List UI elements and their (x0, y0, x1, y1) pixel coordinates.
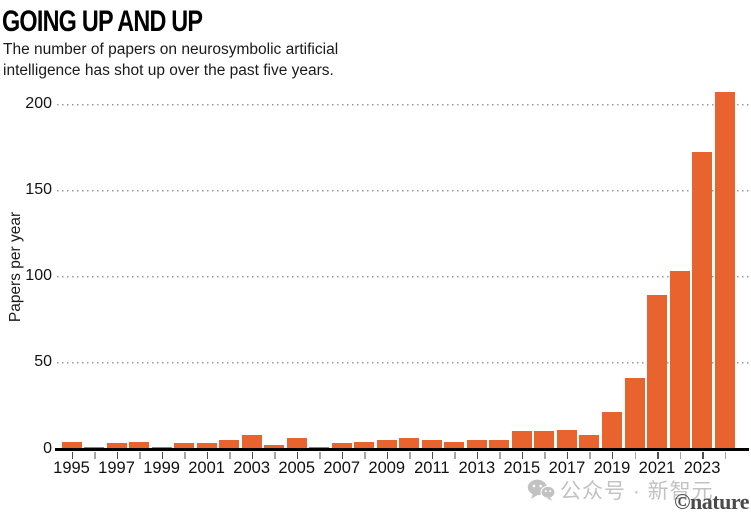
x-tick-mark-2006 (319, 451, 321, 459)
watermark-text: 公众号 · 新智元 (560, 480, 714, 503)
bar-2022 (669, 271, 690, 449)
x-tick-label-2001: 2001 (188, 459, 225, 477)
bar-1995 (61, 441, 82, 449)
x-tick-label-2009: 2009 (368, 459, 406, 477)
bar-2011 (421, 439, 442, 449)
bar-2019 (601, 412, 622, 449)
bar-1999 (151, 446, 172, 449)
bar-2006 (309, 446, 330, 449)
bar-2001 (196, 443, 217, 449)
x-tick-label-2021: 2021 (638, 459, 676, 477)
x-tick-mark-1997 (116, 451, 119, 459)
x-tick-mark-2003 (251, 451, 254, 459)
chart-title: GOING UP AND UP (2, 5, 203, 38)
x-tick-label-2003: 2003 (233, 459, 271, 477)
x-tick-mark-2002 (229, 451, 231, 459)
x-tick-mark-2008 (364, 451, 366, 459)
x-tick-mark-2014 (499, 451, 501, 459)
bar-2013 (466, 439, 487, 449)
x-tick-label-2005: 2005 (278, 459, 316, 477)
bar-1997 (106, 443, 127, 449)
bar-2003 (241, 434, 262, 449)
x-tick-label-1997: 1997 (98, 459, 135, 477)
chart-subtitle: The number of papers on neurosymbolic ar… (3, 39, 338, 81)
x-tick-mark-2011 (431, 451, 434, 459)
bar-2002 (219, 439, 240, 449)
x-tick-mark-2007 (341, 451, 344, 459)
gridline-100 (57, 276, 751, 279)
bar-2023 (692, 152, 713, 449)
x-axis-line (55, 448, 749, 451)
x-tick-mark-2009 (386, 451, 389, 459)
wechat-icon (527, 478, 555, 502)
x-tick-mark-2023 (702, 451, 704, 459)
x-tick-mark-2005 (296, 451, 299, 459)
chart-subtitle-line-2: intelligence has shot up over the past f… (3, 62, 334, 79)
chart-subtitle-line-1: The number of papers on neurosymbolic ar… (3, 41, 339, 58)
x-tick-mark-2000 (184, 451, 186, 459)
x-tick-label-2015: 2015 (503, 459, 541, 477)
x-tick-mark-2012 (454, 451, 456, 459)
x-tick-mark-1996 (94, 451, 96, 459)
x-tick-label-2023: 2023 (683, 459, 721, 477)
x-tick-mark-1999 (161, 451, 164, 459)
y-tick-label-100: 100 (25, 267, 52, 285)
bar-2008 (354, 441, 375, 449)
bar-2017 (556, 429, 577, 449)
bar-2020 (624, 377, 645, 449)
bar-1996 (84, 446, 105, 449)
watermark: 公众号 · 新智元 (527, 475, 714, 505)
x-tick-label-2007: 2007 (323, 459, 361, 477)
x-tick-mark-2016 (544, 451, 546, 459)
y-tick-label-200: 200 (25, 95, 52, 113)
x-tick-label-1999: 1999 (143, 459, 180, 477)
x-tick-mark-1998 (139, 451, 141, 459)
x-tick-mark-2020 (634, 451, 636, 459)
gridline-200 (57, 104, 751, 107)
y-tick-label-0: 0 (43, 439, 52, 457)
bar-2009 (376, 439, 397, 449)
x-tick-mark-2017 (566, 451, 569, 459)
bar-2010 (399, 438, 420, 449)
bar-2005 (286, 438, 307, 449)
bar-2014 (489, 439, 510, 449)
x-tick-mark-2019 (611, 451, 614, 459)
x-tick-mark-2015 (521, 451, 524, 459)
bar-2018 (579, 434, 600, 449)
x-tick-label-1995: 1995 (53, 459, 90, 477)
bar-2007 (331, 443, 352, 449)
y-tick-label-150: 150 (25, 181, 52, 199)
x-tick-mark-2024 (724, 451, 727, 459)
gridline-150 (57, 190, 751, 193)
bar-2016 (534, 431, 555, 449)
x-tick-mark-2001 (206, 451, 209, 459)
bar-2012 (444, 441, 465, 449)
x-tick-mark-2018 (589, 451, 591, 459)
bar-2004 (264, 445, 285, 449)
x-tick-label-2013: 2013 (458, 459, 496, 477)
bar-1998 (129, 441, 150, 449)
y-tick-label-50: 50 (34, 353, 52, 371)
bar-2021 (647, 295, 668, 449)
x-tick-mark-2021 (657, 451, 659, 459)
x-tick-mark-2022 (679, 451, 682, 459)
gridline-50 (57, 362, 751, 365)
x-tick-mark-2013 (476, 451, 479, 459)
nature-logo: ©nature (674, 489, 749, 514)
bar-2015 (511, 431, 532, 449)
bar-2024 (714, 92, 735, 449)
x-tick-label-2017: 2017 (548, 459, 586, 477)
x-tick-mark-1995 (71, 451, 73, 459)
x-tick-label-2019: 2019 (593, 459, 631, 477)
x-tick-mark-2010 (409, 451, 411, 459)
bar-2000 (174, 443, 195, 449)
x-tick-label-2011: 2011 (414, 459, 450, 477)
x-tick-mark-2004 (274, 451, 276, 459)
